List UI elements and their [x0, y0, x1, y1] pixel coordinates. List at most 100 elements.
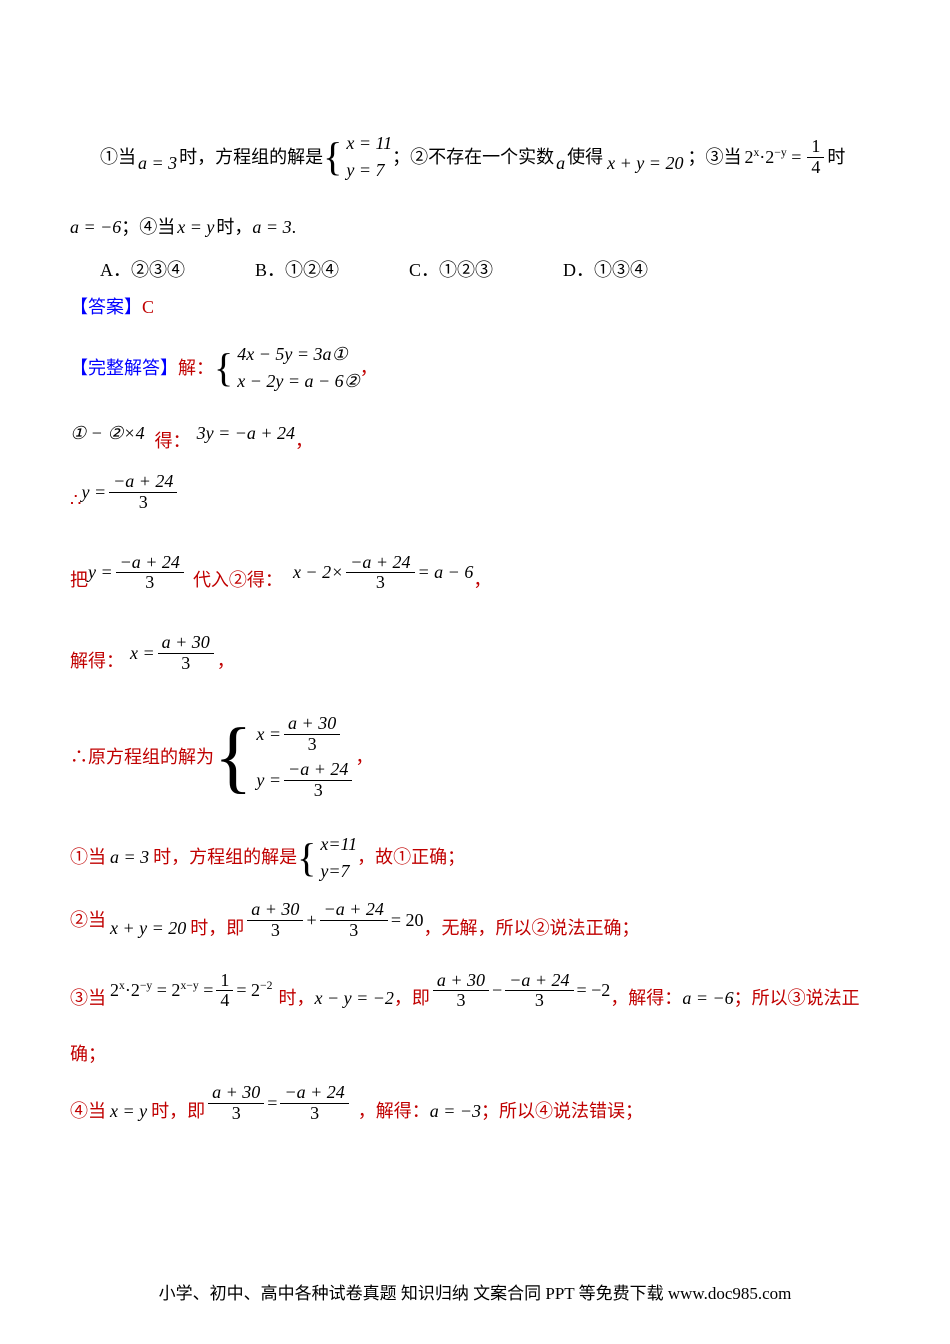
fraction: −a + 24 3: [116, 553, 184, 594]
comma: ，: [295, 428, 313, 455]
eq: a = 3: [252, 214, 291, 241]
text: ③当: [70, 985, 106, 1012]
conclusion-1: ①当 a = 3 时，方程组的解是 { x=11 y=7 ，故①正确；: [70, 831, 880, 885]
option-a: A．②③④: [100, 257, 185, 284]
conclusion-2: ②当 x + y = 20 时，即 a + 303 + −a + 243 = 2…: [70, 900, 880, 941]
fraction: −a + 243: [320, 900, 388, 941]
conclusion-4: ④当 x = y 时，即 a + 303 = −a + 243 ，解得： a =…: [70, 1083, 880, 1124]
fraction: −a + 24 3: [109, 472, 177, 513]
plus: +: [306, 907, 316, 934]
minus: −: [492, 977, 502, 1004]
text: ，无解，所以②说法正确；: [424, 915, 640, 942]
text: ①当: [70, 844, 106, 871]
comma: ，: [355, 744, 373, 771]
text: 解得：: [70, 648, 124, 675]
x-eq: x =: [130, 640, 155, 667]
option-c: C．①②③: [409, 257, 493, 284]
fraction: a + 303: [247, 900, 303, 941]
full-pre: 解：: [178, 355, 214, 382]
text: 时，即: [190, 915, 244, 942]
page-content: ①当 a = 3 时，方程组的解是 { x = 11 y = 7 ；②不存在一个…: [0, 0, 950, 1174]
expr: = 2−2: [236, 977, 272, 1004]
footer-text: 小学、初中、高中各种试卷真题 知识归纳 文案合同 PPT 等免费下载 www.d…: [159, 1284, 792, 1303]
y-eq: y =: [81, 479, 106, 506]
eq: =: [267, 1090, 277, 1117]
text: ，故①正确；: [357, 844, 465, 871]
fraction: −a + 243: [505, 971, 573, 1012]
answer-value: C: [142, 294, 154, 321]
solution-brace: { x = a + 303 y = −a + 243: [214, 714, 355, 801]
eq: = −2: [577, 977, 611, 1004]
text: ；所以④说法错误；: [481, 1098, 643, 1125]
eq: x + y = 20: [110, 915, 186, 942]
stem-line-1: ①当 a = 3 时，方程组的解是 { x = 11 y = 7 ；②不存在一个…: [100, 130, 880, 184]
fraction: a + 30 3: [158, 633, 214, 674]
text: ；②不存在一个实数: [392, 144, 554, 171]
eq: a = 3: [110, 844, 149, 871]
option-b: B．①②④: [255, 257, 339, 284]
text: ①当: [100, 144, 136, 171]
solution-brace: { x = 11 y = 7: [323, 130, 392, 184]
eq: a = −6: [70, 214, 121, 241]
conclusion-3b: 确；: [70, 1041, 880, 1068]
text: ，解得：: [358, 1098, 430, 1125]
expr: = a − 6: [418, 559, 474, 586]
answer-label: 【答案】: [70, 294, 142, 321]
eq: = 20: [391, 907, 424, 934]
step-4: 解得： x = a + 30 3 ，: [70, 633, 880, 674]
comma: ，: [360, 355, 378, 382]
eq: x = y: [177, 214, 214, 241]
expr: 2x·2−y = 2x−y =: [110, 977, 213, 1004]
eq: x − y = −2: [314, 985, 393, 1012]
text: ；③当: [687, 144, 741, 171]
step-3: 把 y = −a + 24 3 代入②得： x − 2× −a + 24 3 =…: [70, 553, 880, 594]
text: ；所以③说法正: [734, 985, 860, 1012]
res: a = −6: [682, 985, 733, 1012]
text: ，即: [394, 985, 430, 1012]
system-brace: { 4x − 5y = 3a① x − 2y = a − 6②: [214, 341, 360, 395]
page-footer: 小学、初中、高中各种试卷真题 知识归纳 文案合同 PPT 等免费下载 www.d…: [0, 1279, 950, 1304]
expr: ① − ②×4: [70, 420, 145, 447]
text: 时，方程组的解是: [179, 144, 323, 171]
eq: x = y: [110, 1098, 147, 1125]
comma: ，: [217, 648, 235, 675]
text: 时，即: [151, 1098, 205, 1125]
text: .: [292, 214, 297, 241]
fraction: −a + 243: [280, 1083, 348, 1124]
text: 时，: [278, 985, 314, 1012]
expr: x − 2×: [293, 559, 343, 586]
comma: ，: [473, 567, 491, 594]
expr: 3y = −a + 24: [197, 420, 295, 447]
step-2: ∴ y = −a + 24 3: [70, 472, 880, 513]
full-label: 【完整解答】: [70, 355, 178, 382]
option-d: D．①③④: [563, 257, 648, 284]
text: 确；: [70, 1041, 106, 1068]
text: ∴原方程组的解为: [70, 744, 214, 771]
eq: a = 3: [138, 150, 177, 177]
text: 把: [70, 567, 88, 594]
res: a = −3: [430, 1098, 481, 1125]
fraction: a + 303: [208, 1083, 264, 1124]
y-eq: y =: [88, 559, 113, 586]
therefore: ∴: [70, 487, 81, 514]
fraction: a + 303: [433, 971, 489, 1012]
text: 时，方程组的解是: [153, 844, 297, 871]
step-1: ① − ②×4 得： 3y = −a + 24 ，: [70, 420, 880, 447]
text: ，解得：: [610, 985, 682, 1012]
text: ④当: [70, 1098, 106, 1125]
text: 时: [827, 144, 845, 171]
text: 得：: [155, 428, 191, 455]
expr: 2x·2−y =: [744, 144, 801, 171]
fraction: −a + 24 3: [346, 553, 414, 594]
var: a: [556, 150, 565, 177]
final-system: ∴原方程组的解为 { x = a + 303 y = −a + 243 ，: [70, 714, 880, 801]
options-row: A．②③④ B．①②④ C．①②③ D．①③④: [100, 257, 880, 284]
answer-line: 【答案】 C: [70, 294, 880, 321]
stem-line-2: a = −6 ；④当 x = y 时， a = 3 .: [70, 214, 880, 241]
text: ②当: [70, 907, 106, 934]
fraction: 14: [216, 971, 233, 1012]
text: 使得: [567, 144, 603, 171]
eq: x + y = 20: [607, 150, 683, 177]
text: 代入②得：: [193, 567, 283, 594]
solution-brace: { x=11 y=7: [297, 831, 357, 885]
